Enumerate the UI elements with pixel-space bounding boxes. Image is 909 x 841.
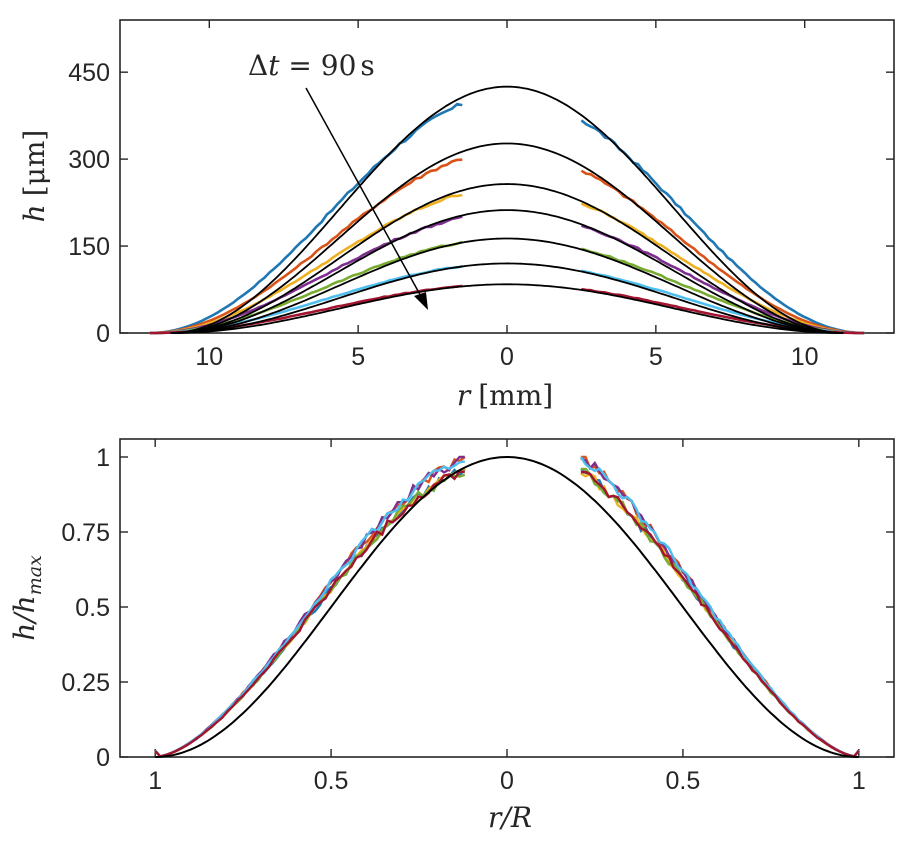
annotation-delta-t: Δt = 90 s xyxy=(248,49,375,82)
data-curve-left-t1 xyxy=(149,102,463,335)
fit-curve-t6 xyxy=(170,262,844,334)
normalized-curve-right-t1 xyxy=(580,468,860,758)
normalized-curve-left-t6 xyxy=(154,460,465,758)
normalized-curve-right-t5 xyxy=(580,467,860,758)
fit-curve-t3 xyxy=(170,183,844,334)
normalized-curve-right-t3 xyxy=(580,472,860,758)
bottom-x-tick-label: 0.5 xyxy=(314,767,349,795)
bottom-y-tick-label: 0 xyxy=(96,744,110,772)
fit-curve-t7 xyxy=(170,283,844,334)
bottom-x-tick-label: 0 xyxy=(500,767,514,795)
top-y-axis-label: h[μm] xyxy=(18,130,51,223)
top-x-tick-label: 5 xyxy=(649,343,663,371)
bottom-panel: 1 0.5 0 0.5 1 0 0.25 0.5 0.75 1 h/hmax r/R xyxy=(8,438,895,834)
bottom-y-tick-label: 0.25 xyxy=(61,669,110,697)
bottom-x-axis-label: r/R xyxy=(488,801,532,834)
bottom-tick-labels: 1 0.5 0 0.5 1 0 0.25 0.5 0.75 1 xyxy=(61,444,865,795)
top-panel: 10 5 0 5 10 0 150 300 450 Δt = 90 s h[μm] r [mm] xyxy=(18,19,895,412)
top-x-tick-label: 10 xyxy=(195,343,223,371)
top-y-tick-label: 0 xyxy=(96,320,110,348)
top-y-tick-label: 450 xyxy=(68,59,110,87)
top-x-tick-label: 0 xyxy=(500,343,514,371)
bottom-y-axis-label: h/hmax xyxy=(8,555,46,641)
annotation-arrow xyxy=(305,87,428,310)
bottom-y-tick-label: 0.5 xyxy=(75,594,110,622)
bottom-series xyxy=(154,455,860,758)
top-x-tick-label: 10 xyxy=(791,343,819,371)
top-series xyxy=(149,85,865,335)
bottom-y-tick-label: 0.75 xyxy=(61,519,110,547)
bottom-ticks xyxy=(120,439,894,758)
bottom-y-tick-label: 1 xyxy=(96,444,110,472)
fit-curve-t5 xyxy=(170,237,844,334)
top-tick-labels: 10 5 0 5 10 0 150 300 450 xyxy=(68,59,818,371)
fit-curve-t2 xyxy=(170,142,844,334)
master-curve xyxy=(155,455,859,758)
top-plot-frame xyxy=(119,19,895,334)
data-curve-left-t2 xyxy=(149,158,463,335)
top-x-tick-label: 5 xyxy=(351,343,365,371)
fit-curve-t4 xyxy=(170,209,844,334)
normalized-curve-left-t5 xyxy=(154,473,466,758)
bottom-x-tick-label: 1 xyxy=(148,767,162,795)
top-y-tick-label: 150 xyxy=(68,233,110,261)
fit-curve-t1 xyxy=(170,85,844,334)
bottom-plot-frame xyxy=(119,438,895,758)
top-ticks xyxy=(120,20,894,334)
normalized-curve-left-t7 xyxy=(154,470,465,758)
normalized-curve-right-t7 xyxy=(580,470,860,758)
top-y-tick-label: 300 xyxy=(68,146,110,174)
bottom-x-tick-label: 1 xyxy=(852,767,866,795)
bottom-x-tick-label: 0.5 xyxy=(666,767,701,795)
top-x-axis-label: r [mm] xyxy=(457,379,553,412)
